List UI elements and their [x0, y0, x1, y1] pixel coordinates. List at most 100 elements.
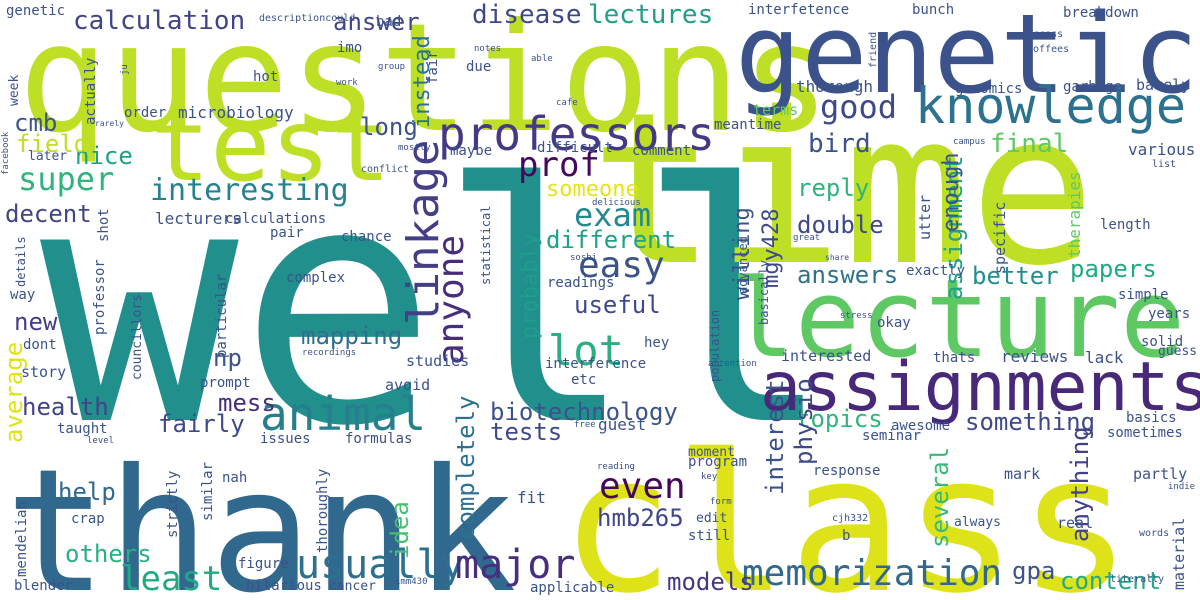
- word-gpa: gpa: [1012, 557, 1055, 585]
- word-later: later: [28, 149, 67, 164]
- word-dont: dont: [23, 337, 57, 353]
- word-particular: particular: [214, 274, 230, 358]
- word-bird: bird: [808, 129, 871, 159]
- word-okay: okay: [877, 315, 911, 331]
- word-actually: actually: [83, 58, 99, 125]
- word-average: average: [0, 342, 28, 443]
- word-key: key: [701, 472, 718, 482]
- word-mendelian: mendelian: [14, 501, 30, 577]
- word-prof: prof: [518, 145, 600, 185]
- word-terms: terms: [753, 101, 798, 119]
- word-shot: shot: [96, 208, 112, 242]
- word-memorization: memorization: [742, 553, 1002, 594]
- word-assignments: assignments: [760, 348, 1200, 427]
- word-hmb265: hmb265: [597, 504, 684, 532]
- word-delicious: delicious: [592, 198, 641, 208]
- word-work: work: [336, 78, 358, 88]
- word-thats: thats: [933, 350, 975, 366]
- word-statistical: statistical: [479, 206, 493, 285]
- word-something: something: [965, 408, 1095, 436]
- word-someone: someone: [546, 177, 639, 202]
- word-others: others: [65, 540, 152, 568]
- word-advanced: advanced: [736, 236, 750, 294]
- word-idea: idea: [386, 501, 414, 559]
- word-solid: solid: [1141, 334, 1183, 350]
- word-partly: partly: [1133, 465, 1187, 483]
- word-mostly: mostly: [398, 143, 431, 153]
- word-population: population: [708, 310, 722, 382]
- word-time: time: [590, 67, 1096, 312]
- word-cancer: cancer: [329, 579, 376, 594]
- word-chance: chance: [341, 229, 392, 245]
- word-soshi: soshi: [570, 253, 597, 263]
- word-moment: moment: [688, 445, 735, 460]
- word-interfetence: interfetence: [748, 2, 849, 18]
- word-avoid: avoid: [385, 376, 430, 394]
- word-biotechnology: biotechnology: [490, 398, 678, 426]
- word-week: week: [7, 75, 22, 106]
- word-stress: stress: [840, 311, 873, 321]
- word-interested: interested: [781, 347, 871, 365]
- word-utter: utter: [916, 195, 934, 240]
- word-form: form: [710, 497, 732, 507]
- word-content: content: [1060, 567, 1161, 595]
- word-nah: nah: [222, 470, 247, 486]
- word-various: various: [1128, 140, 1195, 159]
- word-barely: barely: [1136, 76, 1190, 94]
- word-physio: physio: [790, 378, 818, 465]
- word-interesting: interesting: [150, 173, 349, 208]
- word-sometimes: sometimes: [1107, 425, 1183, 441]
- word-list: list: [1152, 159, 1176, 170]
- word-still: still: [688, 528, 730, 544]
- word-mark: mark: [1004, 465, 1040, 483]
- word-reading: reading: [597, 462, 635, 472]
- word-nice: nice: [75, 142, 133, 170]
- word-cjh332: cjh332: [832, 513, 868, 524]
- word-coffees: coffees: [1027, 44, 1069, 55]
- word-lot: lot: [548, 326, 624, 375]
- word-seminar: seminar: [862, 428, 921, 444]
- word-always: always: [954, 515, 1001, 530]
- word-decent: decent: [5, 200, 92, 228]
- word-double: double: [797, 211, 884, 239]
- word-mess: mess: [218, 389, 276, 417]
- word-specific: specific: [991, 202, 1009, 274]
- word-usually: usually: [296, 542, 465, 588]
- word-length: length: [1100, 217, 1151, 233]
- word-difficult: difficult: [537, 140, 613, 156]
- word-animal: animal: [260, 387, 426, 441]
- word-similar: similar: [200, 462, 216, 521]
- word-story: story: [21, 363, 66, 381]
- word-material: material: [1170, 518, 1188, 590]
- word-able: able: [531, 54, 553, 64]
- word-issues: issues: [260, 431, 311, 447]
- word-assignment: assignment: [940, 156, 968, 301]
- word-well: well: [40, 114, 835, 498]
- word-literally: literally: [1110, 574, 1164, 585]
- word-details: details: [14, 236, 28, 287]
- word-mapping: mapping: [301, 322, 402, 350]
- word-topics: topics: [796, 405, 883, 433]
- word-genomics: genomics: [955, 81, 1022, 97]
- word-thank: thank: [5, 433, 517, 600]
- word-interest: interest: [761, 379, 789, 495]
- word-enough: enough: [939, 153, 964, 232]
- word-maybe: maybe: [450, 143, 492, 159]
- word-major: major: [455, 542, 575, 588]
- word-super: super: [18, 160, 114, 198]
- word-response: response: [813, 463, 880, 479]
- word-guest: guest: [598, 415, 646, 434]
- word-anyone: anyone: [431, 235, 472, 365]
- word-councillors: councillors: [130, 294, 145, 380]
- word-order: order: [124, 105, 166, 121]
- word-thorough: thorough: [796, 77, 873, 96]
- word-attention: attention: [708, 359, 757, 369]
- word-real: real: [1057, 514, 1093, 532]
- word-genetics: genetics: [735, 0, 1200, 118]
- word-edit: edit: [696, 511, 727, 526]
- word-lack: lack: [1085, 348, 1124, 367]
- word-applicable: applicable: [530, 580, 614, 596]
- word-recordings: recordings: [302, 348, 356, 358]
- word-imm430: imm430: [395, 577, 428, 587]
